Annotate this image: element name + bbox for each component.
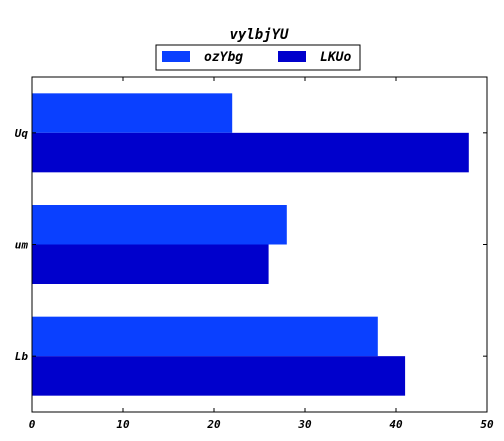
y-tick-label-uq: Uq	[15, 127, 29, 140]
bar-ozybg-uq	[32, 93, 233, 133]
bar-lkuo-uq	[32, 132, 469, 173]
legend-swatch-ozybg	[162, 51, 190, 62]
legend: ozYbg LKUo	[155, 44, 361, 71]
bar-ozybg-um	[32, 205, 287, 245]
plot-frame	[31, 76, 488, 413]
y-tick-label-um: um	[15, 239, 29, 252]
bar-lkuo-um	[32, 244, 269, 284]
legend-label-lkuo: LKUo	[320, 50, 351, 65]
x-tick-label-40: 40	[389, 418, 403, 431]
x-tick-label-0: 0	[29, 418, 36, 431]
x-tick-label-20: 20	[206, 418, 221, 431]
bar-ozybg-lb	[32, 316, 378, 357]
bars-group	[32, 93, 469, 396]
legend-swatch-lkuo	[278, 51, 306, 62]
ticks-group: Lb um Uq 0 10 20 30 40 50	[15, 77, 494, 431]
bar-lkuo-lb	[32, 356, 406, 396]
chart-title: vylbjYU	[229, 27, 289, 43]
x-tick-label-10: 10	[116, 418, 130, 431]
legend-label-ozybg: ozYbg	[204, 50, 243, 65]
x-tick-label-50: 50	[480, 418, 494, 431]
y-tick-label-lb: Lb	[15, 350, 29, 363]
x-tick-label-30: 30	[297, 418, 312, 431]
